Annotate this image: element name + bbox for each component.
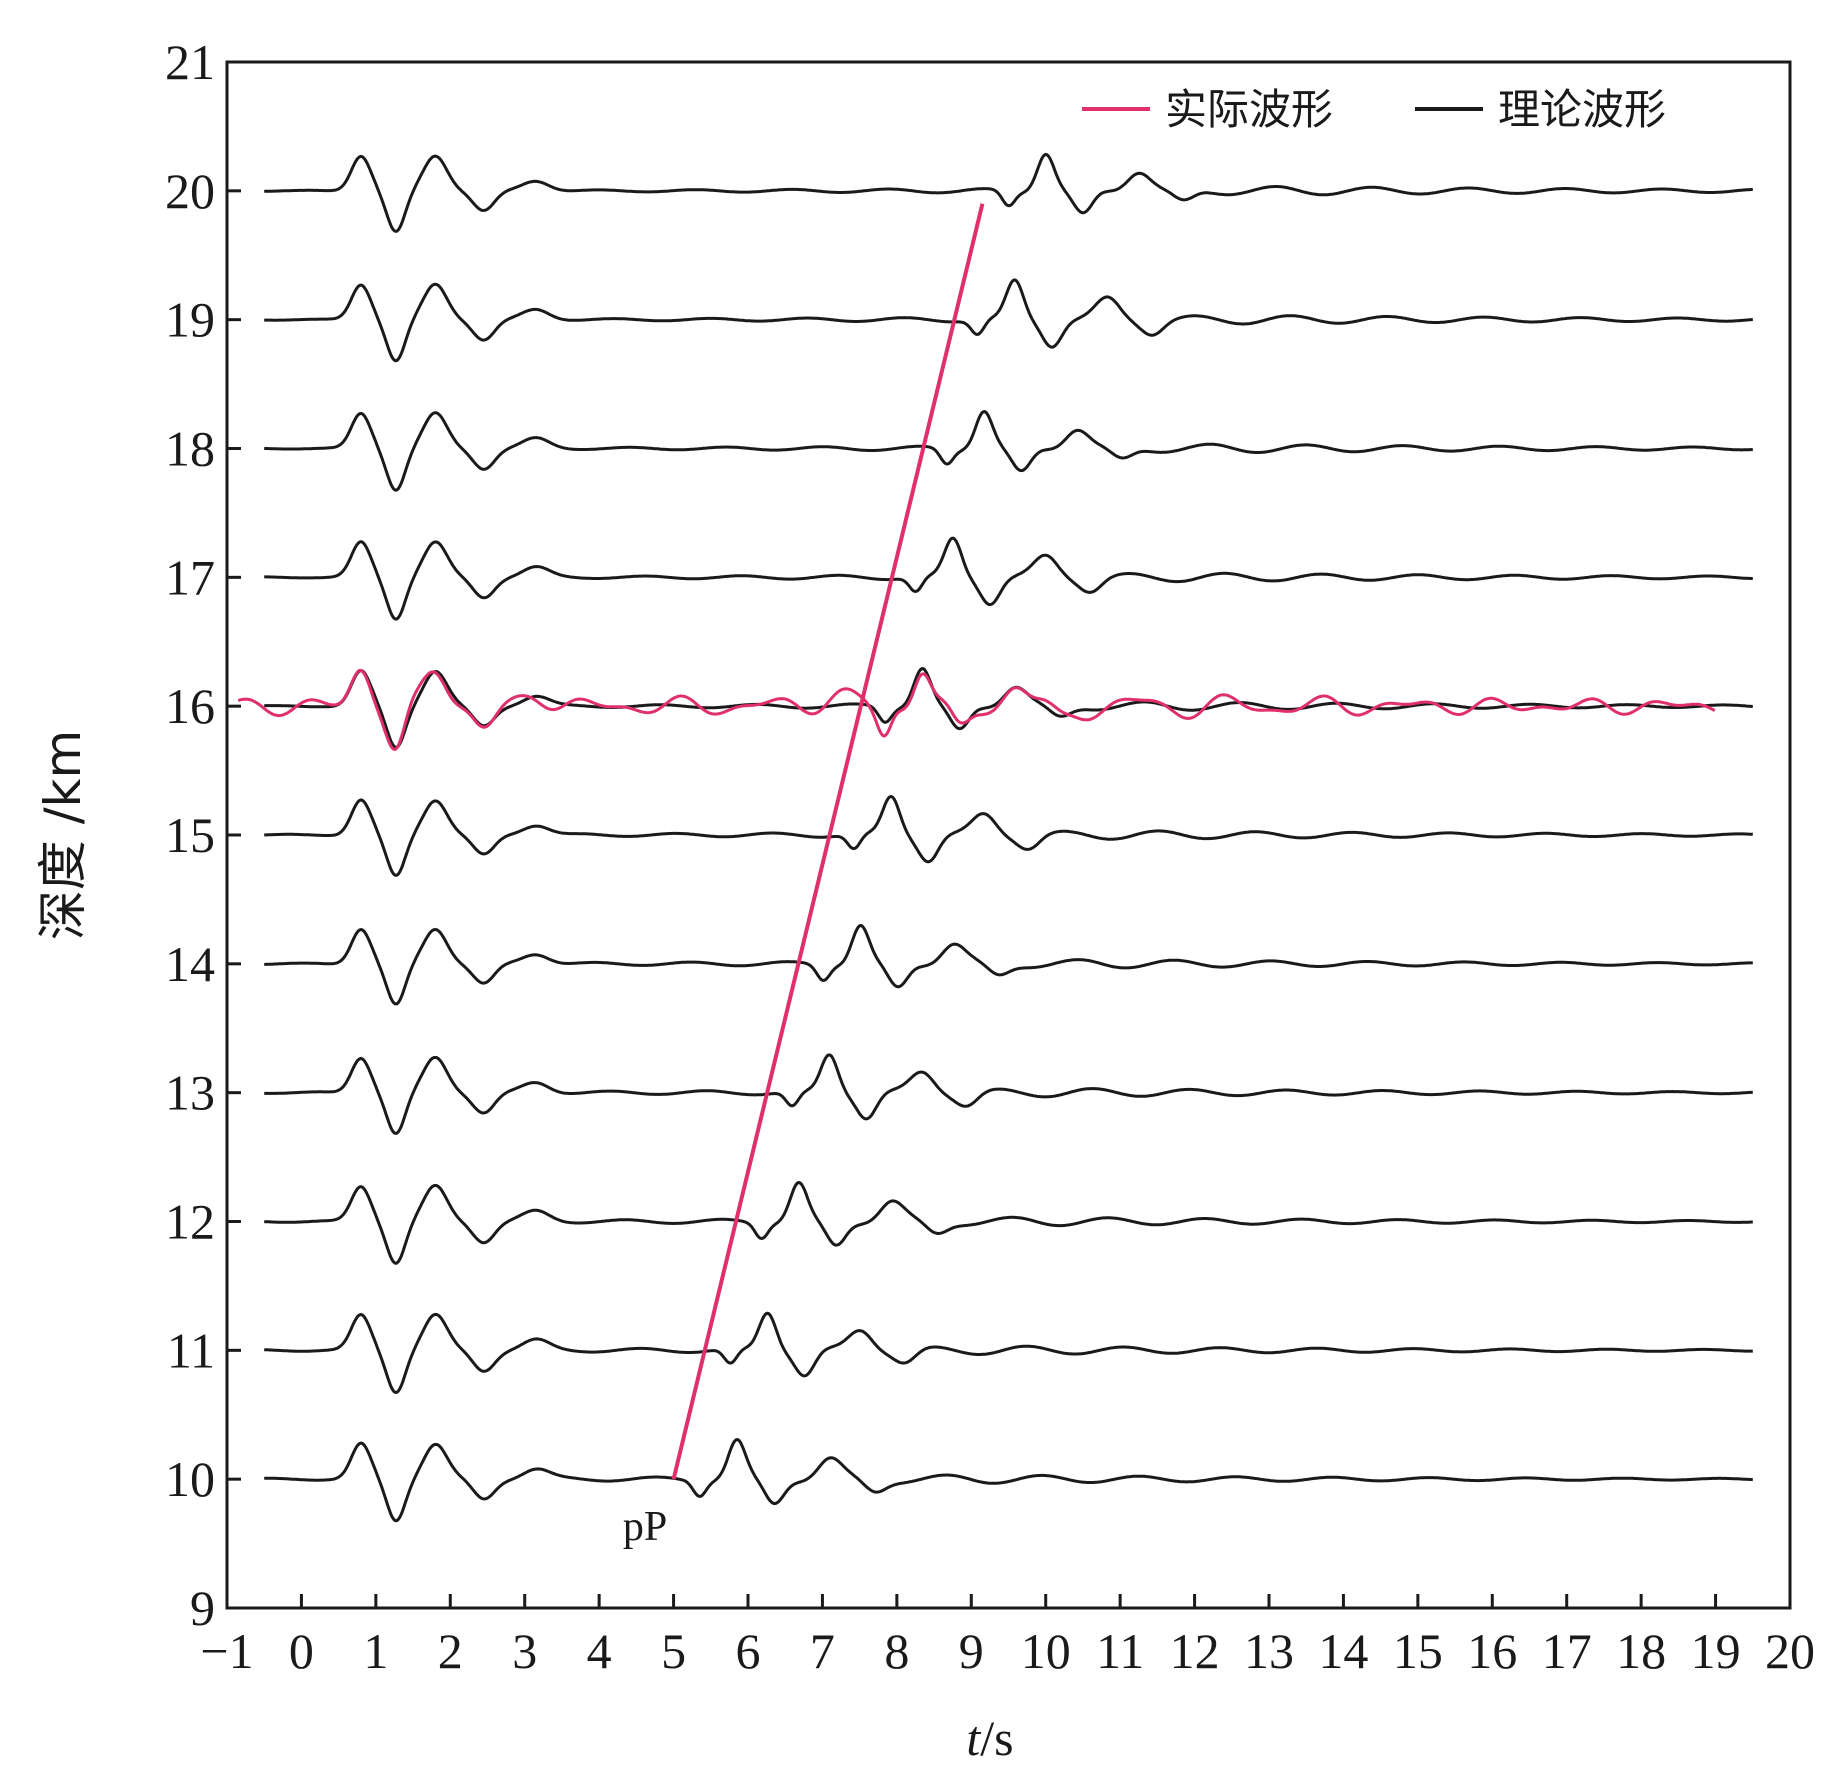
theory-trace-13km [264, 1053, 1753, 1135]
x-tick-label: 15 [1393, 1623, 1443, 1679]
y-tick-label: 13 [165, 1065, 215, 1121]
x-tick-label: 3 [512, 1623, 537, 1679]
x-tick-label: 9 [959, 1623, 984, 1679]
theory-trace-15km [264, 794, 1753, 877]
x-axis-unit: /s [980, 1710, 1013, 1766]
legend-label-theory: 理论波形 [1498, 85, 1666, 134]
y-tick-label: 19 [165, 292, 215, 348]
y-tick-label: 11 [167, 1322, 215, 1378]
y-tick-label: 10 [165, 1451, 215, 1507]
plot-area [237, 152, 1753, 1523]
x-tick-label: 7 [810, 1623, 835, 1679]
x-tick-label: 10 [1021, 1623, 1071, 1679]
x-tick-label: 14 [1318, 1623, 1368, 1679]
x-tick-label: 8 [884, 1623, 909, 1679]
x-tick-label: 19 [1691, 1623, 1741, 1679]
pP-arrival-line [671, 203, 985, 1480]
y-axis: 9 10 11 12 13 14 15 16 17 18 19 20 21 [165, 34, 241, 1636]
x-tick-label: 6 [736, 1623, 761, 1679]
y-tick-label: 17 [165, 549, 215, 605]
x-tick-label: 20 [1765, 1623, 1815, 1679]
theory-trace-11km [264, 1311, 1753, 1394]
x-tick-label: 0 [289, 1623, 314, 1679]
theory-trace-19km [264, 278, 1753, 363]
legend: 实际波形 理论波形 [1082, 85, 1666, 134]
y-tick-label: 16 [165, 678, 215, 734]
x-tick-label: 17 [1542, 1623, 1592, 1679]
y-tick-label: 15 [165, 807, 215, 863]
y-tick-label: 9 [190, 1580, 215, 1636]
x-axis: −1 0 1 2 3 4 5 6 7 8 9 10 11 12 13 14 15 16 17 18 19 20 [200, 1594, 1815, 1679]
x-axis-variable: t [966, 1710, 981, 1766]
x-tick-label: 1 [363, 1623, 388, 1679]
theory-trace-10km [264, 1438, 1753, 1523]
theory-trace-12km [264, 1180, 1753, 1265]
y-tick-label: 12 [165, 1194, 215, 1250]
y-tick-label: 14 [165, 936, 215, 992]
legend-label-actual: 实际波形 [1165, 85, 1333, 134]
y-tick-label: 20 [165, 163, 215, 219]
x-tick-label: −1 [200, 1623, 253, 1679]
x-tick-label: 5 [661, 1623, 686, 1679]
x-tick-label: 12 [1170, 1623, 1220, 1679]
x-tick-label: 16 [1467, 1623, 1517, 1679]
x-tick-label: 18 [1616, 1623, 1666, 1679]
y-tick-label: 18 [165, 421, 215, 477]
y-axis-title: 深度 /km [34, 730, 92, 940]
x-tick-label: 2 [438, 1623, 463, 1679]
theory-trace-14km [264, 923, 1753, 1006]
pP-label: pP [623, 1504, 667, 1550]
theory-trace-18km [264, 410, 1753, 492]
x-tick-label: 11 [1096, 1623, 1144, 1679]
theory-trace-17km [264, 536, 1753, 621]
x-tick-label: 4 [587, 1623, 612, 1679]
y-tick-label: 21 [165, 34, 215, 90]
theory-trace-20km [264, 152, 1753, 233]
actual-trace-16km [237, 668, 1716, 752]
x-axis-title: t/s [966, 1710, 1013, 1766]
x-tick-label: 13 [1244, 1623, 1294, 1679]
